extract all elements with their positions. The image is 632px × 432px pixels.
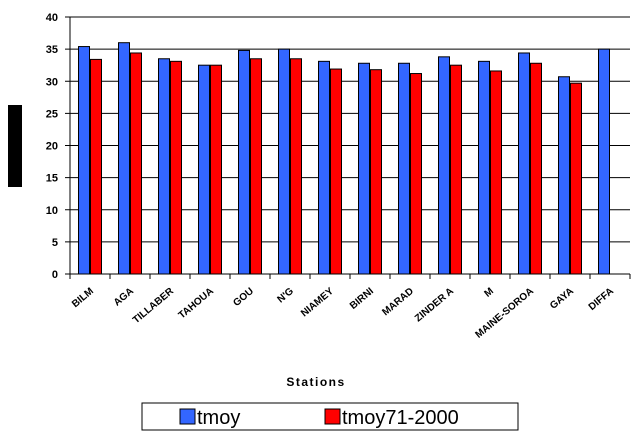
x-tick-label: DIFFA: [587, 286, 616, 313]
bar-tmoy-birni: [358, 62, 370, 275]
legend-label-tmoy71-2000: tmoy71-2000: [342, 407, 459, 429]
x-tick-label: TAHOUA: [177, 286, 216, 321]
y-tick-label: 25: [46, 108, 58, 120]
bar-tmoy71-2000-zinder: [450, 64, 462, 275]
bar-tmoy-goure: [238, 49, 250, 275]
bar-tmoy71-2000-aga: [130, 52, 142, 275]
bar-tmoy-maine-soroa: [518, 52, 530, 275]
bars: [78, 42, 610, 275]
x-tick-label: MARAD: [380, 286, 416, 318]
x-tick-label: AGA: [112, 286, 136, 309]
x-tick-label: ZINDER A: [413, 286, 456, 325]
legend: tmoy tmoy71-2000: [141, 402, 519, 431]
x-tick-label: TILLABER: [131, 285, 177, 326]
bar-tmoy-maradi: [398, 62, 410, 275]
bar-tmoy-diffa: [598, 48, 610, 275]
legend-swatch-tmoy71-2000: [324, 408, 341, 425]
y-tick-label: 0: [52, 269, 58, 281]
y-tick-labels: 0 5 10 15 20 25 30 35 40: [46, 12, 58, 281]
y-tick-label: 5: [52, 237, 58, 249]
bar-tmoy-maine: [478, 60, 490, 275]
y-tick-label: 10: [46, 205, 58, 217]
bar-tmoy71-2000-maradi: [410, 73, 422, 275]
bar-tmoy71-2000-niamey: [330, 68, 342, 275]
bar-tmoy-tillaberi: [158, 58, 170, 275]
legend-label-tmoy: tmoy: [197, 407, 240, 429]
y-tick-label: 30: [46, 76, 58, 88]
y-axis-label-block: [8, 105, 22, 187]
x-axis-title: Stations: [286, 375, 345, 389]
bar-tmoy-bilma: [78, 46, 90, 275]
x-tick-label: M: [482, 286, 495, 300]
bar-tmoy71-2000-maine-soroa: [530, 62, 542, 275]
bar-tmoy-nguigmi: [278, 48, 290, 275]
y-tick-label: 15: [46, 173, 58, 185]
x-tick-label: MAINE-SOROA: [474, 286, 536, 341]
bar-tmoy71-2000-gaya: [570, 82, 582, 275]
x-tick-label: N'G: [276, 286, 297, 306]
gridlines: [65, 16, 630, 275]
y-tick-label: 40: [46, 12, 58, 24]
bar-tmoy71-2000-bilma: [90, 58, 102, 275]
bar-tmoy71-2000-maine: [490, 70, 502, 275]
x-tick-label: NIAMEY: [299, 286, 336, 320]
y-tick-label: 35: [46, 44, 58, 56]
legend-swatch-tmoy: [179, 408, 196, 425]
bar-tmoy-gaya: [558, 76, 570, 275]
x-tick-label: GAYA: [548, 286, 576, 312]
bar-tmoy-tahoua: [198, 64, 210, 275]
bar-tmoy-zinder: [438, 56, 450, 275]
bar-tmoy-aga: [118, 42, 130, 275]
bar-tmoy-niamey: [318, 60, 330, 275]
bar-tmoy71-2000-nguigmi: [290, 58, 302, 275]
x-tick-label: BIRNI: [348, 286, 376, 312]
axes: [69, 17, 631, 279]
x-tick-label: BILM: [70, 286, 96, 310]
y-tick-label: 20: [46, 141, 58, 153]
bar-tmoy71-2000-tillaberi: [170, 60, 182, 275]
bar-tmoy71-2000-tahoua: [210, 64, 222, 275]
bar-tmoy71-2000-birni: [370, 69, 382, 275]
bar-tmoy71-2000-goure: [250, 58, 262, 275]
x-tick-label: GOU: [231, 286, 256, 309]
